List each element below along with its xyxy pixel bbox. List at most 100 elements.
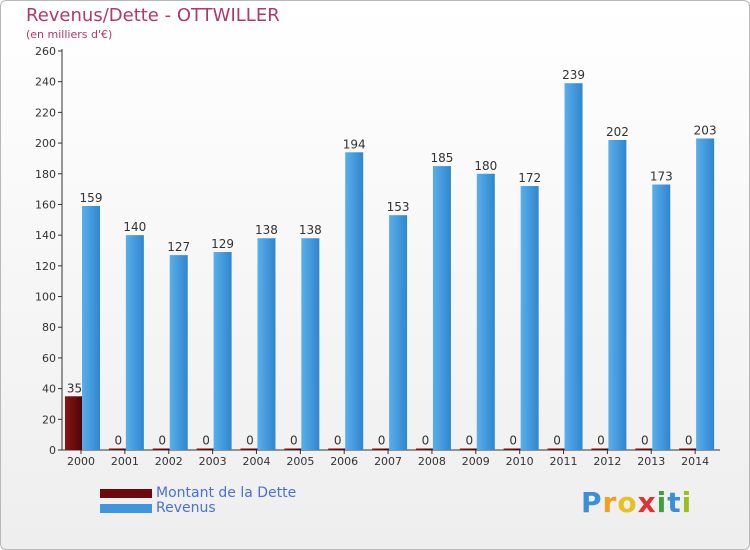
bar-revenus [82, 205, 100, 450]
data-label-dette: 0 [158, 434, 166, 448]
logo-letter: o [617, 486, 638, 519]
bar-revenus [476, 173, 495, 450]
bar-revenus [652, 184, 671, 450]
bars [65, 83, 715, 451]
x-tick-label: 2005 [286, 455, 314, 468]
y-tick-label: 0 [49, 444, 56, 457]
logo-letter: P [581, 486, 603, 519]
y-tick-label: 100 [35, 291, 56, 304]
chart-title: Revenus/Dette - OTTWILLER [26, 5, 280, 26]
data-label-revenus: 140 [123, 220, 146, 234]
bar-dette [415, 448, 433, 450]
bar-dette [635, 448, 653, 450]
x-tick-label: 2002 [155, 455, 183, 468]
data-label-revenus: 194 [343, 137, 366, 151]
legend-swatch-dette [100, 489, 152, 498]
y-tick-label: 220 [35, 106, 56, 119]
logo-letter: i [681, 486, 693, 519]
bar-dette [65, 396, 82, 450]
x-tick-label: 2012 [593, 455, 621, 468]
logo-letter: x [637, 486, 657, 519]
bar-dette [152, 448, 170, 450]
bar-revenus [301, 238, 320, 450]
bar-dette [284, 448, 302, 450]
data-label-dette: 0 [290, 434, 298, 448]
legend-label-revenus: Revenus [156, 500, 216, 516]
data-label-revenus: 202 [606, 125, 629, 139]
bar-revenus [257, 238, 276, 450]
x-tick-label: 2011 [550, 455, 578, 468]
bar-revenus [345, 152, 364, 451]
data-label-revenus: 185 [430, 151, 453, 165]
y-tick-label: 200 [35, 137, 56, 150]
x-tick-label: 2003 [199, 455, 227, 468]
y-tick-label: 20 [42, 413, 56, 426]
x-tick-label: 2013 [637, 455, 665, 468]
y-tick-label: 120 [35, 260, 56, 273]
x-tick-label: 2001 [111, 455, 139, 468]
x-tick-label: 2009 [462, 455, 490, 468]
data-label-dette: 0 [641, 434, 649, 448]
bar-revenus [389, 215, 408, 450]
axes: 0 20 40 60 80 100 120 140 160 180 200 220 240 260 2000… [35, 45, 720, 468]
data-label-dette: 0 [553, 434, 561, 448]
bar-revenus [213, 252, 232, 450]
bar-dette [459, 448, 477, 450]
bar-dette [240, 448, 258, 450]
proxiti-logo: Proxiti [581, 486, 692, 519]
data-label-revenus: 138 [255, 223, 278, 237]
x-tick-label: 2004 [242, 455, 270, 468]
bar-dette [108, 448, 126, 450]
y-tick-label: 180 [35, 168, 56, 181]
logo-letter: t [667, 486, 682, 519]
bar-dette [547, 448, 565, 450]
data-label-revenus: 239 [562, 68, 585, 82]
y-tick-label: 160 [35, 198, 56, 211]
data-label-dette: 0 [115, 434, 123, 448]
bar-revenus [564, 83, 583, 450]
y-tick-label: 260 [35, 45, 56, 58]
data-label-revenus: 203 [694, 123, 717, 137]
bar-revenus [432, 166, 451, 450]
data-label-revenus: 138 [299, 223, 322, 237]
data-label-revenus: 180 [474, 159, 497, 173]
x-tick-label: 2010 [506, 455, 534, 468]
data-label-dette: 0 [422, 434, 430, 448]
data-label-dette: 0 [202, 434, 210, 448]
data-label-revenus: 153 [387, 200, 410, 214]
x-tick-label: 2008 [418, 455, 446, 468]
data-label-dette: 35 [67, 381, 82, 395]
data-label-dette: 0 [685, 434, 693, 448]
bar-dette [503, 448, 521, 450]
bar-dette [372, 448, 390, 450]
data-label-dette: 0 [246, 434, 254, 448]
bar-revenus [696, 138, 715, 450]
bar-dette [591, 448, 609, 450]
data-label-dette: 0 [334, 434, 342, 448]
logo-letter: i [656, 486, 668, 519]
x-tick-label: 2007 [374, 455, 402, 468]
logo-letter: r [602, 486, 618, 519]
bar-revenus [125, 235, 144, 450]
y-tick-label: 80 [42, 321, 56, 334]
y-tick-label: 240 [35, 76, 56, 89]
data-label-dette: 0 [378, 434, 386, 448]
data-label-revenus: 129 [211, 237, 234, 251]
data-label-dette: 0 [597, 434, 605, 448]
y-tick-label: 40 [42, 383, 56, 396]
bar-revenus [169, 255, 188, 450]
bar-revenus [608, 140, 627, 450]
y-tick-label: 60 [42, 352, 56, 365]
chart-subtitle: (en milliers d'€) [26, 28, 113, 41]
data-label-dette: 0 [465, 434, 473, 448]
x-tick-label: 2014 [681, 455, 709, 468]
data-label-revenus: 172 [518, 171, 541, 185]
bar-dette [196, 448, 214, 450]
data-label-revenus: 159 [80, 191, 103, 205]
data-label-revenus: 127 [167, 240, 190, 254]
data-label-dette: 0 [509, 434, 517, 448]
bar-revenus [520, 186, 539, 451]
data-label-revenus: 173 [650, 170, 673, 184]
legend-label-dette: Montant de la Dette [156, 485, 297, 501]
